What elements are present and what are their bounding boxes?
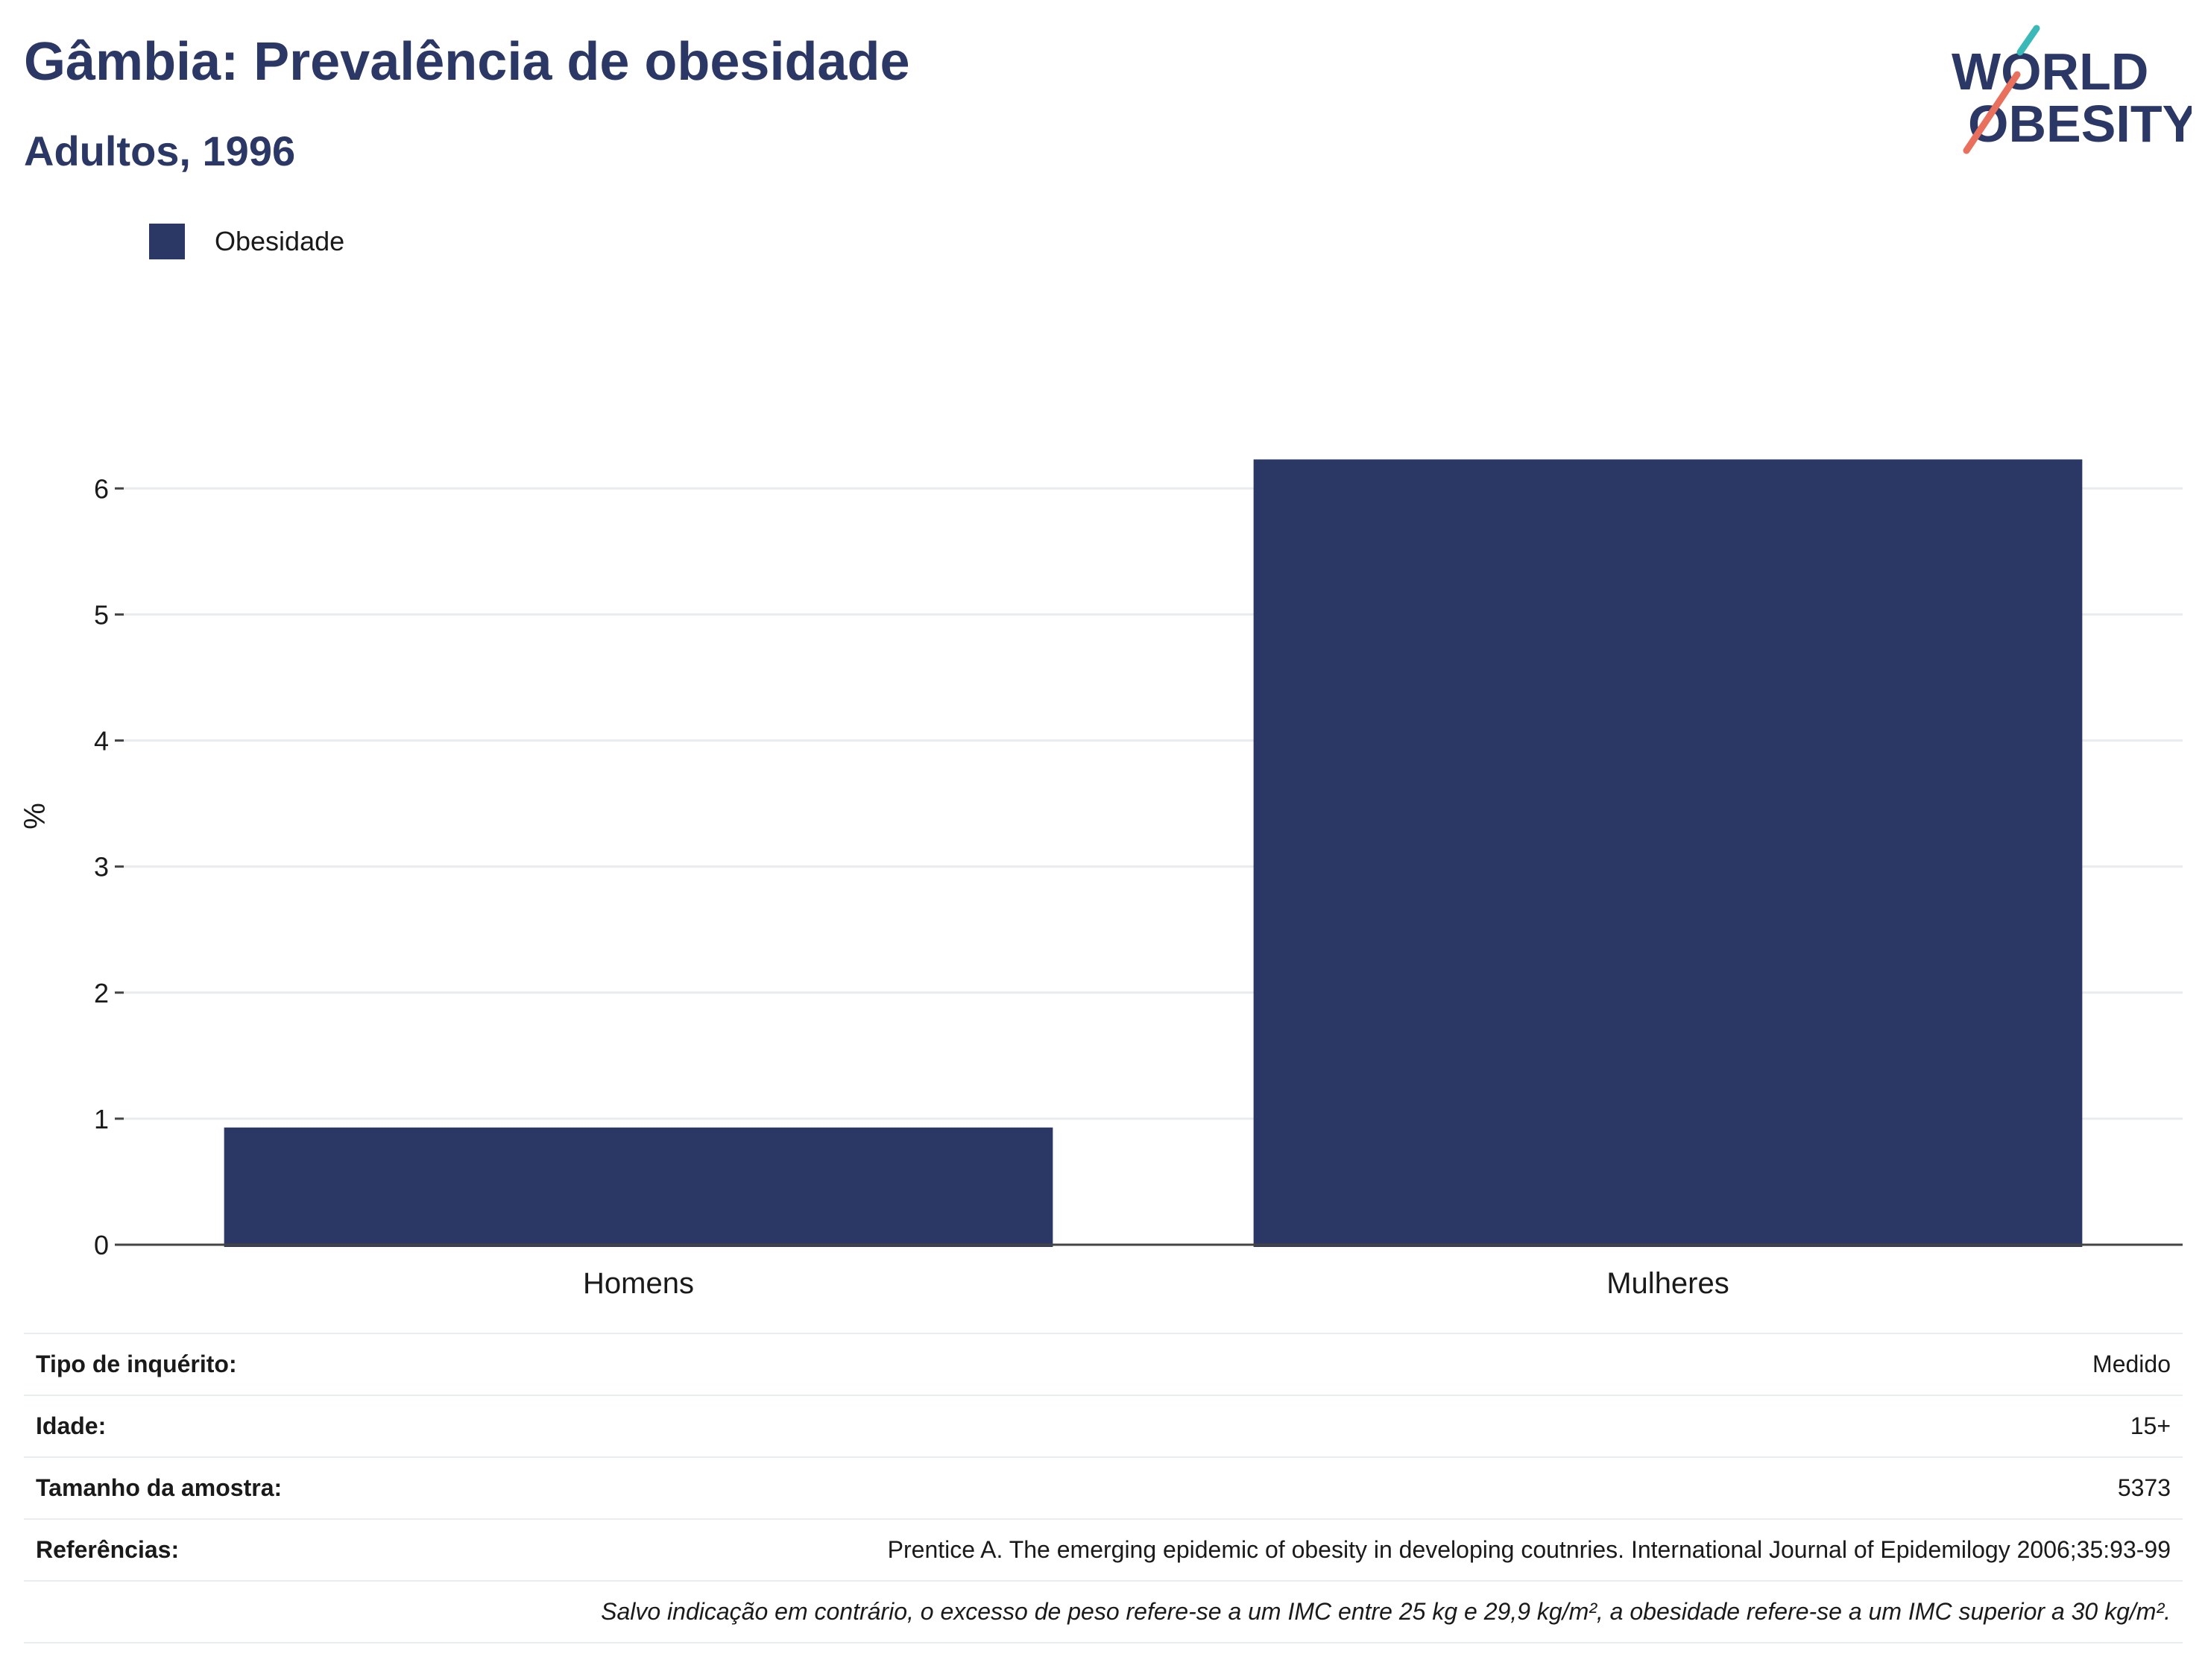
bar-mulheres bbox=[1253, 459, 2083, 1248]
y-axis-label: % bbox=[19, 803, 51, 830]
info-value: 15+ bbox=[393, 1395, 2183, 1458]
info-key: Idade: bbox=[24, 1395, 394, 1458]
y-tick-label: 5 bbox=[94, 599, 109, 630]
x-axis-ticks: Homens Mulheres bbox=[583, 1267, 1729, 1300]
chart-legend: Obesidade bbox=[149, 224, 344, 259]
bars bbox=[224, 459, 2083, 1248]
info-value: 5373 bbox=[393, 1457, 2183, 1520]
info-value: Medido bbox=[393, 1333, 2183, 1396]
chart-subtitle: Adultos, 1996 bbox=[24, 127, 296, 174]
y-tick-label: 4 bbox=[94, 726, 109, 757]
y-tick-label: 1 bbox=[94, 1104, 109, 1134]
info-row-note: Salvo indicação em contrário, o excesso … bbox=[24, 1581, 2183, 1643]
chart-title: Gâmbia: Prevalência de obesidade bbox=[24, 32, 910, 92]
y-tick-label: 2 bbox=[94, 978, 109, 1008]
info-key: Referências: bbox=[24, 1519, 394, 1582]
y-axis-ticks: 0 1 2 3 4 5 6 bbox=[94, 473, 124, 1260]
info-row-references: Referências: Prentice A. The emerging ep… bbox=[24, 1519, 2183, 1582]
x-tick-label: Mulheres bbox=[1606, 1267, 1729, 1300]
info-row-age: Idade: 15+ bbox=[24, 1395, 2183, 1458]
y-tick-label: 6 bbox=[94, 473, 109, 504]
info-key: Tamanho da amostra: bbox=[24, 1457, 394, 1520]
logo-line1: WORLD bbox=[1952, 42, 2148, 101]
info-key: Tipo de inquérito: bbox=[24, 1333, 394, 1396]
x-tick-label: Homens bbox=[583, 1267, 694, 1300]
bar-chart: 0 1 2 3 4 5 6 Homens Mulheres % bbox=[19, 459, 2183, 1300]
y-tick-label: 3 bbox=[94, 852, 109, 882]
legend-swatch bbox=[149, 224, 185, 259]
info-value: Prentice A. The emerging epidemic of obe… bbox=[393, 1519, 2183, 1582]
logo-line2: OBESITY bbox=[1968, 95, 2192, 153]
bar-homens bbox=[224, 1127, 1053, 1247]
footnote: Salvo indicação em contrário, o excesso … bbox=[24, 1581, 2183, 1643]
legend-label: Obesidade bbox=[215, 226, 345, 256]
y-tick-label: 0 bbox=[94, 1230, 109, 1260]
logo-slash-teal bbox=[2016, 25, 2040, 56]
logo-slash-coral bbox=[1963, 71, 2021, 154]
info-row-survey-type: Tipo de inquérito: Medido bbox=[24, 1333, 2183, 1396]
world-obesity-logo: WORLD OBESITY bbox=[1952, 25, 2192, 154]
survey-info-table: Tipo de inquérito: Medido Idade: 15+ Tam… bbox=[24, 1333, 2183, 1643]
info-row-sample-size: Tamanho da amostra: 5373 bbox=[24, 1457, 2183, 1520]
